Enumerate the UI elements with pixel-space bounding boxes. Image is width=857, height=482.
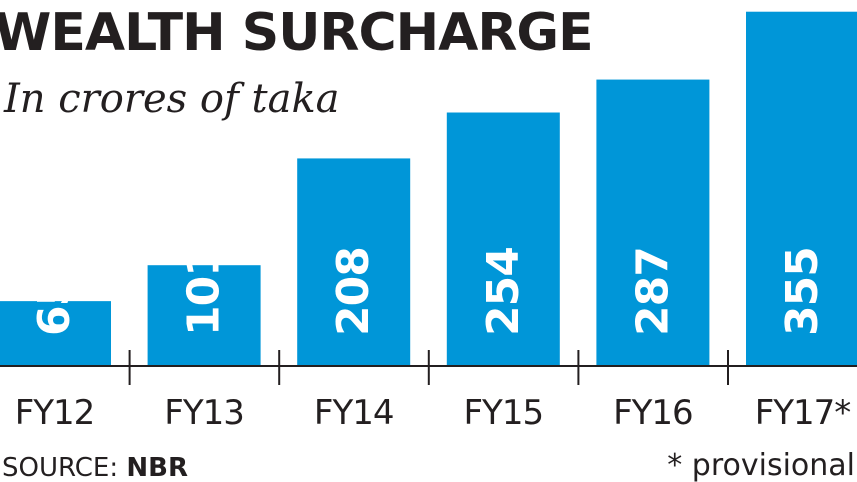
source-name: NBR — [126, 453, 188, 482]
x-tick-label: FY15 — [464, 393, 544, 433]
bar-fy16 — [596, 79, 710, 366]
bar-value-label: 287 — [627, 247, 678, 336]
bar-value-label: 208 — [328, 247, 379, 336]
source-note: SOURCE: NBR — [2, 453, 188, 482]
x-tick-label: FY16 — [613, 393, 693, 433]
bar-fy15 — [446, 112, 560, 367]
chart-title: WEALTH SURCHARGE — [0, 3, 593, 63]
bar-value-label: 65 — [29, 277, 80, 336]
bar-value-label: 355 — [777, 247, 828, 336]
bar-value-label: 101 — [179, 247, 230, 336]
bar-fy13 — [147, 265, 261, 366]
x-tick-label: FY14 — [314, 393, 394, 433]
source-prefix: SOURCE: — [2, 453, 126, 482]
x-tick-label: FY12 — [15, 393, 95, 433]
x-tick-label: FY17* — [755, 393, 851, 433]
chart-subtitle: In crores of taka — [3, 76, 340, 122]
x-tick-label: FY13 — [164, 393, 244, 433]
provisional-footnote: * provisional — [667, 448, 855, 482]
bar-value-label: 254 — [478, 247, 529, 336]
bars-layer: 65 101 208 254 287 355 — [0, 11, 857, 367]
ticks-layer: FY12 FY13 FY14 FY15 FY16 FY17* — [15, 350, 851, 433]
bar-fy14 — [297, 158, 411, 366]
bar-fy12 — [0, 301, 111, 366]
bar-fy17 — [746, 11, 857, 367]
